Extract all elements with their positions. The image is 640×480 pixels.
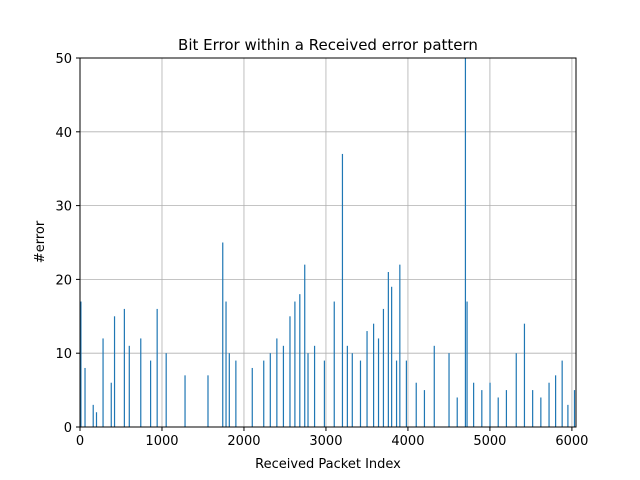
error-bar <box>140 338 142 427</box>
error-bar <box>225 301 227 427</box>
x-tick-label: 1000 <box>145 434 178 449</box>
error-bar <box>294 301 296 427</box>
error-bar <box>235 360 237 427</box>
error-bar <box>207 375 209 427</box>
error-bar <box>573 390 576 427</box>
chart-title: Bit Error within a Received error patter… <box>178 36 478 54</box>
x-tick-label: 3000 <box>309 434 342 449</box>
error-bar <box>150 360 152 427</box>
error-bar <box>466 301 468 427</box>
x-tick-label: 6000 <box>555 434 588 449</box>
y-tick-label: 10 <box>55 347 72 362</box>
error-bar <box>251 367 253 427</box>
error-bar <box>391 286 393 427</box>
x-tick-label: 5000 <box>473 434 506 449</box>
error-bar <box>184 375 186 427</box>
error-bar <box>415 382 417 427</box>
error-bar <box>276 338 278 427</box>
error-bar <box>523 323 526 427</box>
error-bar <box>102 338 104 427</box>
error-bar <box>289 316 291 427</box>
error-bar <box>228 353 230 427</box>
error-bar <box>359 360 362 427</box>
error-bar <box>395 360 398 427</box>
y-tick-label: 40 <box>55 126 72 141</box>
error-bar <box>561 360 563 427</box>
error-bar <box>448 353 450 427</box>
error-bar <box>282 345 285 427</box>
error-bar <box>515 353 517 427</box>
error-bar <box>382 308 385 427</box>
error-bar <box>433 345 435 427</box>
error-bar <box>304 264 306 427</box>
x-axis-ticks: 0 1000 2000 3000 4000 5000 6000 <box>76 427 588 449</box>
y-tick-label: 20 <box>55 273 72 288</box>
error-bar <box>489 382 491 427</box>
grid-lines <box>79 57 576 428</box>
error-bar <box>128 345 130 427</box>
y-axis-label: #error <box>33 220 48 263</box>
error-bar <box>84 367 86 427</box>
error-bar <box>387 272 389 427</box>
error-bar <box>456 397 458 427</box>
error-bar <box>222 242 224 427</box>
y-tick-label: 0 <box>64 421 72 436</box>
error-bar <box>423 390 426 427</box>
error-bar <box>377 338 380 427</box>
error-bar <box>92 404 94 427</box>
error-bar <box>269 353 271 427</box>
error-bar <box>346 345 348 427</box>
error-bar <box>313 345 316 427</box>
error-bar <box>123 308 125 427</box>
y-tick-label: 30 <box>55 200 72 215</box>
error-bar <box>473 382 475 427</box>
error-bar <box>555 375 557 427</box>
error-bar <box>263 360 265 427</box>
x-tick-label: 0 <box>76 434 84 449</box>
plot-frame <box>79 57 577 428</box>
bars <box>80 58 576 427</box>
error-bar <box>497 397 499 427</box>
error-bar <box>333 301 335 427</box>
y-tick-label: 50 <box>55 52 72 67</box>
error-bar <box>366 331 368 427</box>
error-bar <box>156 308 158 427</box>
error-bar <box>505 390 508 427</box>
error-bar <box>464 58 467 427</box>
error-bar <box>307 353 309 427</box>
x-tick-label: 4000 <box>391 434 424 449</box>
error-bar <box>548 382 550 427</box>
error-bar <box>532 390 534 427</box>
error-bar <box>405 360 407 427</box>
error-bar <box>299 294 301 427</box>
x-axis-label: Received Packet Index <box>255 457 401 472</box>
error-bar <box>373 323 375 427</box>
error-bar <box>95 412 98 427</box>
error-bar <box>481 390 483 427</box>
error-bar <box>399 264 401 427</box>
error-bar <box>567 404 569 427</box>
x-tick-label: 2000 <box>227 434 260 449</box>
error-bar <box>341 153 344 427</box>
y-axis-ticks: 0 10 20 30 40 50 <box>55 52 80 436</box>
error-bar <box>351 353 353 427</box>
error-bar <box>165 353 167 427</box>
error-bar <box>540 397 542 427</box>
error-bar <box>113 316 116 427</box>
error-bar <box>110 382 112 427</box>
error-bar <box>80 301 82 427</box>
error-bar <box>323 360 326 427</box>
